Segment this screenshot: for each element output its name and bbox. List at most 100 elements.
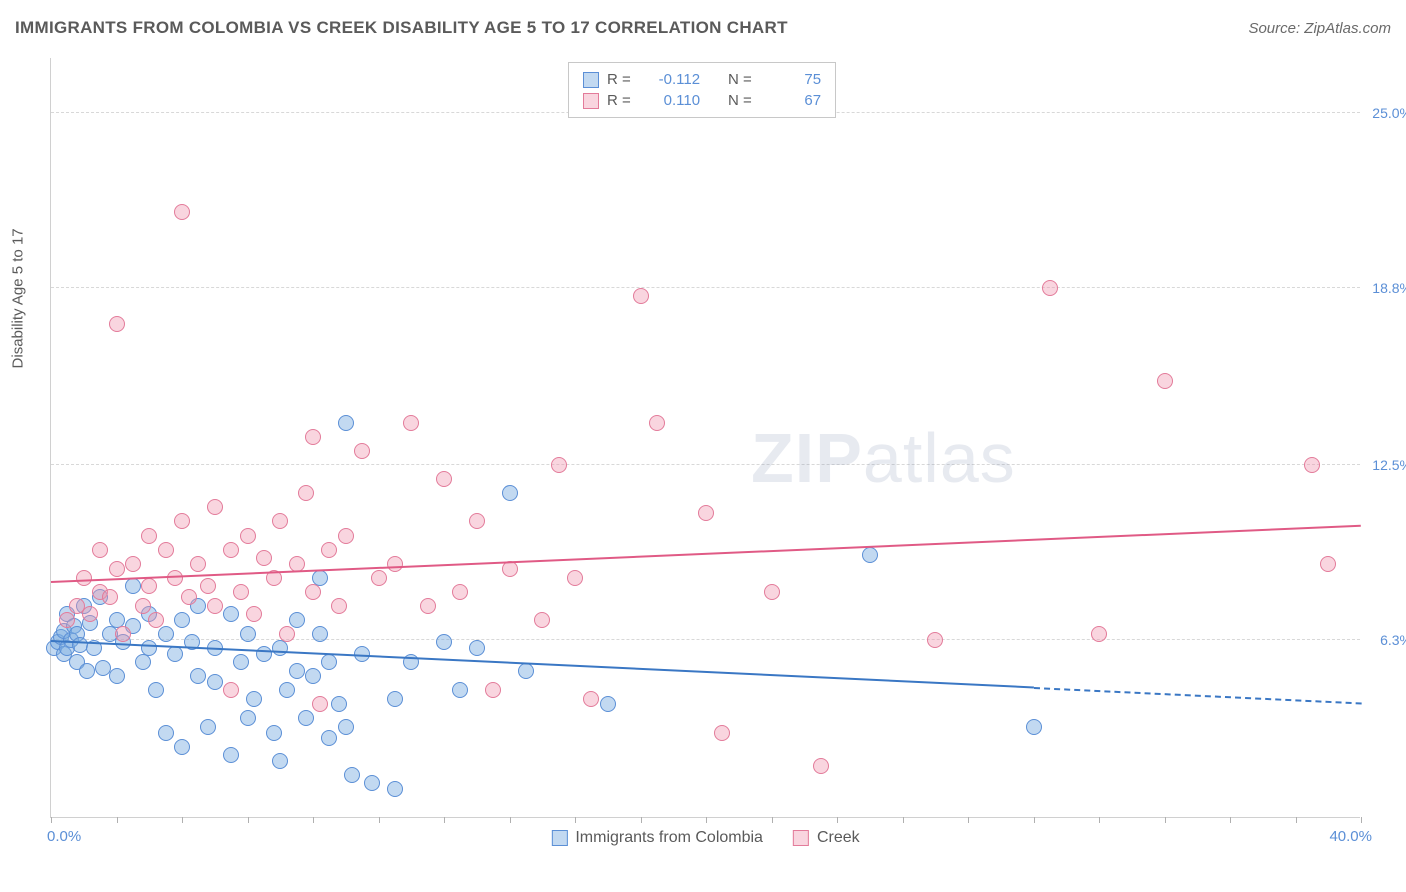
data-point — [305, 584, 321, 600]
legend-n-label: N = — [728, 71, 758, 88]
data-point — [387, 556, 403, 572]
data-point — [272, 513, 288, 529]
data-point — [633, 288, 649, 304]
data-point — [305, 668, 321, 684]
x-tick — [772, 817, 773, 823]
x-tick — [1165, 817, 1166, 823]
y-tick-label: 25.0% — [1372, 105, 1406, 121]
data-point — [240, 710, 256, 726]
data-point — [321, 654, 337, 670]
data-point — [1042, 280, 1058, 296]
data-point — [551, 457, 567, 473]
data-point — [321, 542, 337, 558]
data-point — [1026, 719, 1042, 735]
data-point — [338, 528, 354, 544]
legend-swatch — [793, 830, 809, 846]
gridline-h — [51, 287, 1360, 288]
data-point — [1304, 457, 1320, 473]
y-tick-label: 6.3% — [1380, 632, 1406, 648]
data-point — [502, 561, 518, 577]
data-point — [233, 654, 249, 670]
x-tick — [117, 817, 118, 823]
correlation-legend: R =-0.112N =75R =0.110N =67 — [568, 62, 836, 118]
x-tick — [379, 817, 380, 823]
data-point — [158, 725, 174, 741]
legend-r-value: 0.110 — [645, 92, 700, 109]
series-legend-item: Creek — [793, 829, 860, 847]
data-point — [1157, 373, 1173, 389]
data-point — [79, 663, 95, 679]
data-point — [534, 612, 550, 628]
data-point — [714, 725, 730, 741]
data-point — [272, 640, 288, 656]
data-point — [141, 640, 157, 656]
legend-n-label: N = — [728, 92, 758, 109]
legend-r-label: R = — [607, 71, 637, 88]
series-legend: Immigrants from Colombia Creek — [551, 829, 859, 847]
legend-row: R =-0.112N =75 — [583, 69, 821, 90]
data-point — [298, 710, 314, 726]
x-tick — [903, 817, 904, 823]
y-tick-label: 18.8% — [1372, 280, 1406, 296]
data-point — [223, 542, 239, 558]
data-point — [223, 747, 239, 763]
legend-n-value: 67 — [766, 92, 821, 109]
data-point — [649, 415, 665, 431]
data-point — [436, 471, 452, 487]
data-point — [813, 758, 829, 774]
data-point — [207, 499, 223, 515]
legend-n-value: 75 — [766, 71, 821, 88]
data-point — [502, 485, 518, 501]
data-point — [862, 547, 878, 563]
data-point — [181, 589, 197, 605]
data-point — [148, 682, 164, 698]
data-point — [82, 606, 98, 622]
x-tick — [968, 817, 969, 823]
data-point — [200, 578, 216, 594]
x-tick — [1034, 817, 1035, 823]
data-point — [1091, 626, 1107, 642]
series-name: Immigrants from Colombia — [575, 829, 763, 847]
data-point — [141, 528, 157, 544]
data-point — [240, 528, 256, 544]
data-point — [698, 505, 714, 521]
x-tick-label: 0.0% — [47, 828, 81, 845]
legend-row: R =0.110N =67 — [583, 90, 821, 111]
data-point — [115, 626, 131, 642]
data-point — [59, 612, 75, 628]
x-tick-label: 40.0% — [1329, 828, 1372, 845]
data-point — [312, 696, 328, 712]
data-point — [387, 781, 403, 797]
data-point — [256, 646, 272, 662]
data-point — [600, 696, 616, 712]
data-point — [289, 663, 305, 679]
data-point — [321, 730, 337, 746]
data-point — [174, 513, 190, 529]
x-tick — [248, 817, 249, 823]
x-tick — [51, 817, 52, 823]
gridline-h — [51, 464, 1360, 465]
data-point — [174, 204, 190, 220]
data-point — [518, 663, 534, 679]
data-point — [364, 775, 380, 791]
data-point — [109, 668, 125, 684]
data-point — [387, 691, 403, 707]
data-point — [452, 584, 468, 600]
trend-line — [1033, 687, 1361, 704]
x-tick — [1099, 817, 1100, 823]
x-tick — [1361, 817, 1362, 823]
data-point — [135, 654, 151, 670]
data-point — [1320, 556, 1336, 572]
chart-title: IMMIGRANTS FROM COLOMBIA VS CREEK DISABI… — [15, 18, 788, 38]
data-point — [927, 632, 943, 648]
data-point — [200, 719, 216, 735]
data-point — [764, 584, 780, 600]
data-point — [125, 556, 141, 572]
data-point — [223, 682, 239, 698]
data-point — [344, 767, 360, 783]
source-label: Source: ZipAtlas.com — [1248, 20, 1391, 37]
data-point — [371, 570, 387, 586]
data-point — [102, 589, 118, 605]
data-point — [233, 584, 249, 600]
data-point — [403, 415, 419, 431]
